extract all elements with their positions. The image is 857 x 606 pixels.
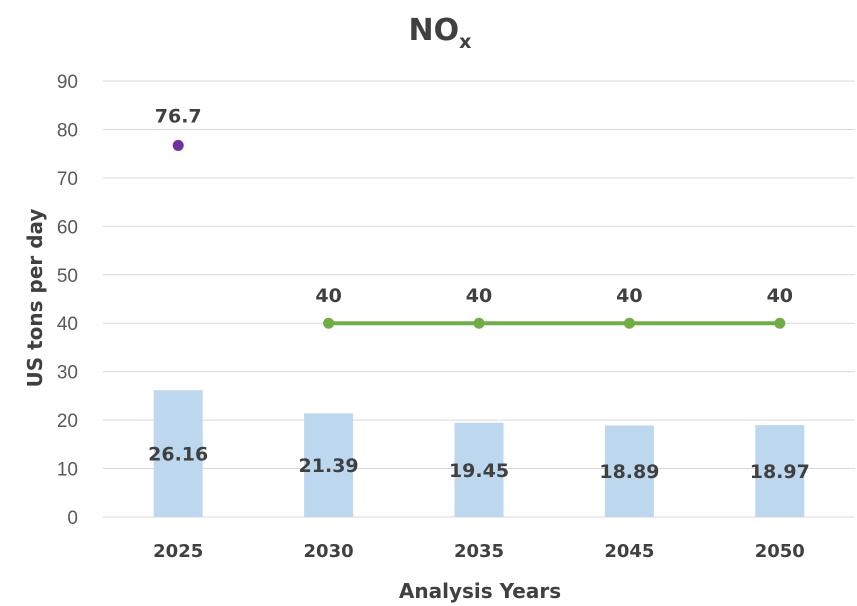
x-tick-label: 2030 — [304, 541, 354, 562]
data-labels: 26.16 21.39 19.45 18.89 18.97 40 40 40 40 76.7 — [148, 105, 810, 483]
x-axis-ticks: 2025 2030 2035 2045 2050 — [153, 541, 805, 562]
line-data-label: 40 — [767, 285, 793, 307]
y-tick-label: 60 — [57, 217, 78, 238]
x-tick-label: 2035 — [454, 541, 504, 562]
bar-data-label: 18.97 — [750, 461, 810, 483]
line-data-label: 40 — [616, 285, 642, 307]
bar-data-label: 21.39 — [299, 455, 359, 477]
y-tick-label: 90 — [57, 72, 78, 93]
x-tick-label: 2025 — [153, 541, 203, 562]
line-marker — [323, 317, 335, 329]
line-series — [323, 317, 786, 329]
y-tick-label: 10 — [57, 460, 78, 481]
chart-title: NOx — [409, 13, 472, 53]
bar-data-label: 18.89 — [599, 461, 659, 483]
line-data-label: 40 — [315, 285, 341, 307]
scatter-data-label: 76.7 — [155, 105, 202, 127]
bar — [454, 422, 504, 517]
y-tick-label: 50 — [57, 266, 78, 287]
y-tick-label: 20 — [57, 411, 78, 432]
chart-title-main: NO — [409, 13, 460, 48]
line-marker — [473, 317, 485, 329]
x-tick-label: 2050 — [755, 541, 805, 562]
bar-data-label: 19.45 — [449, 460, 509, 482]
bar-series — [153, 390, 805, 517]
line-data-label: 40 — [466, 285, 492, 307]
chart-title-subscript: x — [459, 31, 471, 53]
bar — [304, 413, 354, 517]
y-axis-title: US tons per day — [23, 209, 47, 388]
y-tick-label: 40 — [57, 314, 78, 335]
bar — [153, 390, 203, 517]
bar-data-label: 26.16 — [148, 444, 208, 466]
x-tick-label: 2045 — [604, 541, 654, 562]
y-tick-label: 30 — [57, 363, 78, 384]
x-axis-title: Analysis Years — [399, 579, 561, 603]
bar — [755, 425, 805, 517]
bar — [604, 425, 654, 517]
y-tick-label: 70 — [57, 169, 78, 190]
y-tick-label: 0 — [67, 508, 78, 529]
scatter-series — [172, 139, 184, 151]
line-marker — [623, 317, 635, 329]
y-tick-label: 80 — [57, 120, 78, 141]
scatter-point — [172, 139, 184, 151]
line-marker — [774, 317, 786, 329]
y-axis-ticks: 0 10 20 30 40 50 60 70 80 90 — [57, 72, 78, 529]
